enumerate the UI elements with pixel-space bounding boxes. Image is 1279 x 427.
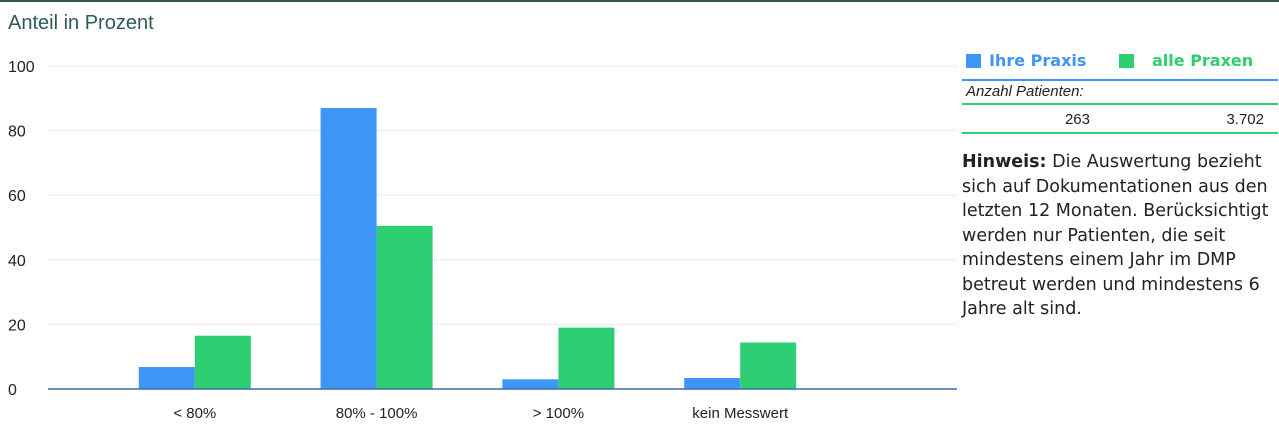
y-tick-label: 60 <box>8 188 26 205</box>
note: Hinweis: Die Auswertung bezieht sich auf… <box>962 150 1278 322</box>
y-tick-labels: 0 20 40 60 80 100 <box>8 59 35 399</box>
divider <box>962 132 1278 134</box>
x-tick-label: kein Messwert <box>692 405 789 422</box>
gridlines <box>48 65 957 325</box>
note-text: Die Auswertung bezieht sich auf Dokument… <box>962 152 1269 319</box>
legend-swatch-all <box>1119 54 1134 68</box>
patients-count-title: Anzahl Patienten: <box>962 79 1278 105</box>
bar-own <box>138 367 195 389</box>
bar-own <box>502 379 559 389</box>
x-tick-label: < 80% <box>173 405 216 422</box>
bar-own <box>320 107 377 390</box>
y-tick-label: 80 <box>8 124 26 141</box>
legend: Ihre Praxis alle Praxen <box>962 50 1278 72</box>
y-tick-label: 100 <box>8 59 35 76</box>
legend-label-all: alle Praxen <box>1152 51 1254 70</box>
x-tick-label: > 100% <box>533 405 584 422</box>
y-tick-label: 20 <box>8 317 26 334</box>
bar-all <box>194 335 251 389</box>
bars <box>138 107 797 390</box>
divider <box>962 103 1278 105</box>
patients-count-own: 263 <box>1064 111 1090 128</box>
patients-count-row: 263 3.702 <box>962 102 1278 134</box>
y-tick-label: 0 <box>8 382 17 399</box>
x-tick-label: 80% - 100% <box>336 405 418 422</box>
patients-count-all: 3.702 <box>1226 111 1264 128</box>
bar-all <box>740 342 797 389</box>
patients-count-label: Anzahl Patienten: <box>966 83 1084 100</box>
note-label: Hinweis: <box>962 152 1047 172</box>
chart-title: Anteil in Prozent <box>8 12 154 34</box>
bar-all <box>376 225 433 389</box>
top-border <box>0 0 1279 2</box>
y-tick-label: 40 <box>8 253 26 270</box>
legend-swatch-own <box>966 54 981 68</box>
bar-own <box>684 378 741 389</box>
legend-label-own: Ihre Praxis <box>989 51 1087 70</box>
bar-all <box>558 327 615 389</box>
x-tick-labels: < 80% 80% - 100% > 100% kein Messwert <box>173 405 789 422</box>
bar-chart: 0 20 40 60 80 100 < 80% 80% - 100% > 100% kein M… <box>8 59 957 422</box>
